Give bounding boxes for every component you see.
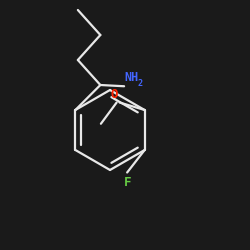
Text: F: F: [124, 176, 131, 189]
Text: 2: 2: [137, 78, 142, 88]
Text: O: O: [111, 88, 118, 101]
Text: NH: NH: [124, 71, 139, 84]
